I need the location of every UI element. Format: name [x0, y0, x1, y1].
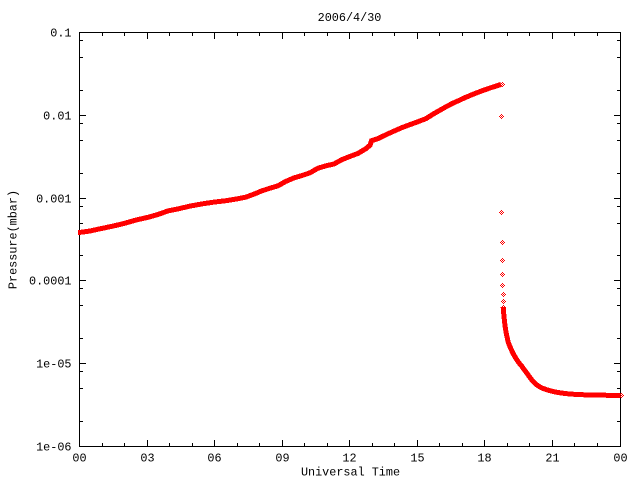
svg-text:0.001: 0.001	[36, 193, 71, 207]
svg-text:Pressure(mbar): Pressure(mbar)	[7, 190, 21, 289]
svg-text:00: 00	[613, 452, 627, 466]
svg-text:09: 09	[275, 452, 289, 466]
svg-text:Universal Time: Universal Time	[301, 466, 400, 480]
svg-text:18: 18	[477, 452, 491, 466]
svg-text:1e-05: 1e-05	[36, 358, 71, 372]
svg-text:21: 21	[545, 452, 559, 466]
svg-text:0.01: 0.01	[43, 110, 71, 124]
svg-text:03: 03	[140, 452, 154, 466]
svg-text:06: 06	[207, 452, 221, 466]
svg-text:1e-06: 1e-06	[36, 441, 71, 455]
svg-text:12: 12	[342, 452, 356, 466]
svg-text:15: 15	[410, 452, 424, 466]
svg-text:2006/4/30: 2006/4/30	[318, 11, 382, 25]
svg-text:00: 00	[72, 452, 86, 466]
svg-text:0.0001: 0.0001	[29, 275, 71, 289]
svg-text:0.1: 0.1	[50, 27, 71, 41]
